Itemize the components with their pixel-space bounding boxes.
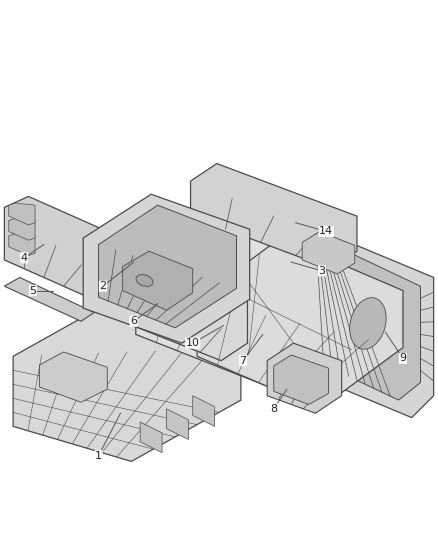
Polygon shape	[9, 219, 35, 240]
Polygon shape	[136, 212, 394, 391]
Text: 5: 5	[29, 286, 36, 296]
Polygon shape	[4, 278, 94, 321]
Text: 3: 3	[318, 266, 325, 276]
Text: 6: 6	[130, 316, 137, 326]
Polygon shape	[298, 282, 324, 308]
Polygon shape	[193, 395, 215, 426]
Ellipse shape	[136, 274, 153, 286]
Ellipse shape	[52, 365, 93, 392]
Polygon shape	[116, 253, 247, 361]
Polygon shape	[39, 352, 107, 402]
Polygon shape	[201, 304, 241, 334]
Polygon shape	[83, 194, 250, 343]
Polygon shape	[9, 203, 35, 225]
Text: 10: 10	[186, 338, 200, 348]
Polygon shape	[99, 205, 237, 328]
Polygon shape	[4, 197, 107, 295]
Polygon shape	[158, 288, 193, 317]
Polygon shape	[140, 422, 162, 453]
Polygon shape	[302, 231, 355, 274]
Polygon shape	[123, 251, 193, 310]
Text: 2: 2	[99, 281, 106, 291]
Polygon shape	[254, 293, 285, 321]
Text: 8: 8	[270, 404, 277, 414]
Text: 4: 4	[21, 253, 28, 263]
Text: 9: 9	[399, 353, 406, 364]
Text: 7: 7	[240, 356, 247, 366]
Text: 14: 14	[319, 227, 333, 237]
Polygon shape	[274, 355, 328, 405]
Polygon shape	[13, 295, 241, 462]
Ellipse shape	[350, 297, 386, 349]
Polygon shape	[315, 247, 420, 400]
Polygon shape	[267, 343, 342, 413]
Polygon shape	[307, 233, 434, 418]
Polygon shape	[191, 164, 357, 269]
Polygon shape	[197, 238, 403, 409]
Text: 1: 1	[95, 451, 102, 461]
Polygon shape	[9, 233, 35, 255]
Polygon shape	[166, 409, 188, 440]
